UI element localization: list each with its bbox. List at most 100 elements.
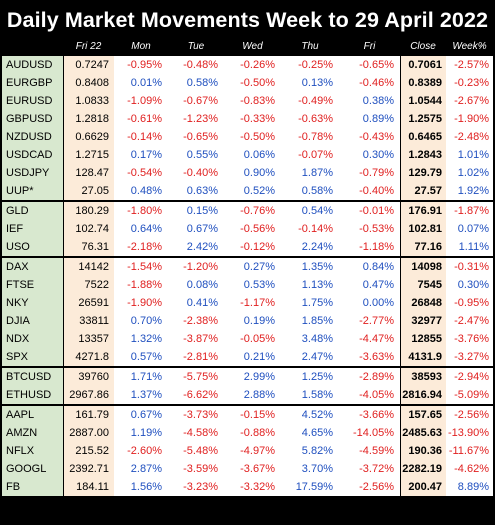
daily-change-cell: 0.55% (168, 146, 224, 164)
ticker-cell: FB (2, 478, 63, 496)
column-header: Mon (131, 41, 151, 52)
close-cell: 2816.94 (400, 386, 446, 404)
daily-change-cell: -0.61% (114, 110, 168, 128)
daily-change-cell: -0.53% (339, 220, 400, 238)
table-row: NKY 26591 -1.90% 0.41% -1.17% 1.75% 0.00% 26848… (2, 294, 493, 312)
daily-change-cell: -0.48% (168, 56, 224, 74)
ticker-cell: USO (2, 238, 63, 256)
daily-change-cell: -1.88% (114, 276, 168, 294)
daily-change-cell: 1.19% (114, 424, 168, 442)
daily-change-cell: 2.88% (224, 386, 281, 404)
daily-change-cell: -4.47% (339, 330, 400, 348)
daily-change-cell: 1.13% (281, 276, 339, 294)
week-change-cell: -1.87% (446, 202, 493, 220)
daily-change-cell: -0.46% (339, 74, 400, 92)
prior-close-cell: 27.05 (63, 182, 114, 200)
close-cell: 77.16 (400, 238, 446, 256)
daily-change-cell: -0.14% (281, 220, 339, 238)
daily-change-cell: 0.70% (114, 312, 168, 330)
daily-change-cell: -0.67% (168, 92, 224, 110)
close-cell: 32977 (400, 312, 446, 330)
table-row: NZDUSD 0.6629 -0.14% -0.65% -0.50% -0.78% -0.4… (2, 128, 493, 146)
daily-change-cell: 5.82% (281, 442, 339, 460)
daily-change-cell: 0.67% (168, 220, 224, 238)
column-header: Fri 22 (75, 41, 102, 52)
prior-close-cell: 0.8408 (63, 74, 114, 92)
daily-change-cell: -2.81% (168, 348, 224, 366)
week-change-cell: -0.95% (446, 294, 493, 312)
ticker-cell: ETHUSD (2, 386, 63, 404)
daily-change-cell: 0.67% (114, 406, 168, 424)
close-cell: 0.7061 (400, 56, 446, 74)
daily-change-cell: -3.23% (168, 478, 224, 496)
daily-change-cell: -0.65% (168, 128, 224, 146)
ticker-cell: GLD (2, 202, 63, 220)
table-group: AAPL 161.79 0.67% -3.73% -0.15% 4.52% -3.66% 15… (2, 406, 493, 496)
daily-change-cell: 1.71% (114, 368, 168, 386)
daily-change-cell: -0.15% (224, 406, 281, 424)
daily-change-cell: 1.32% (114, 330, 168, 348)
daily-change-cell: -3.73% (168, 406, 224, 424)
week-change-cell: -11.67% (446, 442, 493, 460)
daily-change-cell: 2.47% (281, 348, 339, 366)
ticker-cell: BTCUSD (2, 368, 63, 386)
daily-change-cell: -0.79% (339, 164, 400, 182)
prior-close-cell: 13357 (63, 330, 114, 348)
daily-change-cell: 1.56% (114, 478, 168, 496)
week-change-cell: -3.27% (446, 348, 493, 366)
daily-change-cell: -1.23% (168, 110, 224, 128)
daily-change-cell: -0.07% (281, 146, 339, 164)
prior-close-cell: 76.31 (63, 238, 114, 256)
daily-change-cell: 0.57% (114, 348, 168, 366)
week-change-cell: -2.94% (446, 368, 493, 386)
daily-change-cell: -1.17% (224, 294, 281, 312)
daily-change-cell: -2.18% (114, 238, 168, 256)
daily-change-cell: -0.12% (224, 238, 281, 256)
table-row: GOOGL 2392.71 2.87% -3.59% -3.67% 3.70% -3.72%… (2, 460, 493, 478)
week-change-cell: -2.47% (446, 312, 493, 330)
ticker-cell: NZDUSD (2, 128, 63, 146)
close-cell: 200.47 (400, 478, 446, 496)
table-row: DJIA 33811 0.70% -2.38% 0.19% 1.85% -2.77% 3297… (2, 312, 493, 330)
column-header: Close (410, 41, 436, 52)
table-row: AAPL 161.79 0.67% -3.73% -0.15% 4.52% -3.66% 15… (2, 406, 493, 424)
daily-change-cell: -0.25% (281, 56, 339, 74)
daily-change-cell: 0.58% (281, 182, 339, 200)
ticker-cell: GOOGL (2, 460, 63, 478)
column-divider (63, 56, 64, 496)
week-change-cell: 1.02% (446, 164, 493, 182)
daily-change-cell: 0.06% (224, 146, 281, 164)
close-cell: 12855 (400, 330, 446, 348)
daily-change-cell: 1.58% (281, 386, 339, 404)
daily-change-cell: 0.30% (339, 146, 400, 164)
ticker-cell: SPX (2, 348, 63, 366)
daily-change-cell: 1.37% (114, 386, 168, 404)
week-change-cell: -13.90% (446, 424, 493, 442)
prior-close-cell: 2967.86 (63, 386, 114, 404)
daily-change-cell: 0.89% (339, 110, 400, 128)
daily-change-cell: -0.01% (339, 202, 400, 220)
daily-change-cell: -4.97% (224, 442, 281, 460)
group-divider (2, 256, 493, 258)
daily-change-cell: -0.50% (224, 128, 281, 146)
daily-change-cell: 2.99% (224, 368, 281, 386)
daily-change-cell: -3.59% (168, 460, 224, 478)
prior-close-cell: 7522 (63, 276, 114, 294)
prior-close-cell: 1.0833 (63, 92, 114, 110)
table-row: BTCUSD 39760 1.71% -5.75% 2.99% 1.25% -2.89% 38… (2, 368, 493, 386)
close-cell: 4131.9 (400, 348, 446, 366)
daily-change-cell: 0.90% (224, 164, 281, 182)
ticker-cell: USDJPY (2, 164, 63, 182)
table-row: GLD 180.29 -1.80% 0.15% -0.76% 0.54% -0.01% 176… (2, 202, 493, 220)
daily-change-cell: -0.40% (168, 164, 224, 182)
prior-close-cell: 39760 (63, 368, 114, 386)
daily-change-cell: -6.62% (168, 386, 224, 404)
column-header-row: Fri 22 Mon Tue Wed Thu Fri Close Week% (2, 38, 493, 56)
ticker-cell: GBPUSD (2, 110, 63, 128)
daily-change-cell: 2.24% (281, 238, 339, 256)
daily-change-cell: 3.70% (281, 460, 339, 478)
week-change-cell: 1.01% (446, 146, 493, 164)
daily-change-cell: -0.33% (224, 110, 281, 128)
daily-change-cell: -0.40% (339, 182, 400, 200)
column-header: Thu (301, 41, 319, 52)
